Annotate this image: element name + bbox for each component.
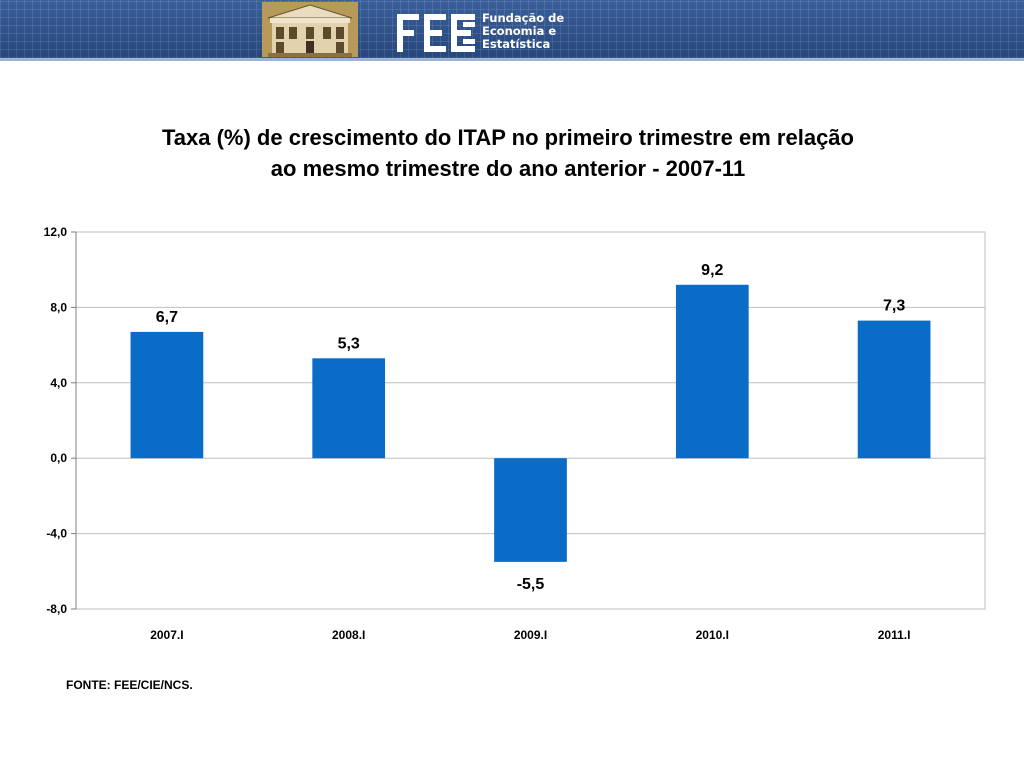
org-name-line-3: Estatística [482, 37, 551, 51]
bar-2011.I [857, 320, 931, 459]
data-label: 5,3 [338, 335, 360, 352]
chart-title-line-2: ao mesmo trimestre do ano anterior - 200… [270, 156, 746, 181]
org-name-line-1: Fundação de [482, 11, 565, 25]
x-tick-label: 2008.I [332, 628, 365, 642]
chart-title-line-1: Taxa (%) de crescimento do ITAP no prime… [161, 125, 854, 150]
y-tick-label: -8,0 [46, 602, 67, 616]
building-icon [262, 2, 358, 57]
bar-2010.I [675, 284, 749, 459]
y-tick-label: -4,0 [46, 527, 67, 541]
data-label: 9,2 [701, 262, 723, 279]
x-tick-label: 2007.I [150, 628, 183, 642]
y-tick-label: 4,0 [50, 376, 67, 390]
x-tick-label: 2010.I [696, 628, 729, 642]
header-divider [0, 58, 1024, 61]
y-tick-label: 12,0 [44, 225, 68, 239]
x-tick-label: 2009.I [514, 628, 547, 642]
data-label: -5,5 [517, 576, 545, 593]
chart-title: Taxa (%) de crescimento do ITAP no prime… [100, 122, 916, 184]
source-note: FONTE: FEE/CIE/NCS. [66, 678, 193, 692]
bar-2009.I [494, 458, 567, 562]
bar-2008.I [312, 358, 386, 459]
data-label: 7,3 [883, 298, 905, 315]
org-name: Fundação de Economia e Estatística [482, 12, 564, 51]
header-banner [0, 0, 1024, 58]
org-name-line-2: Economia e [482, 24, 557, 38]
x-tick-label: 2011.I [878, 628, 911, 642]
y-tick-label: 8,0 [50, 300, 67, 314]
data-label: 6,7 [156, 309, 178, 326]
bar-2007.I [130, 331, 204, 459]
y-tick-label: 0,0 [50, 451, 67, 465]
fee-logo-icon [397, 14, 475, 52]
